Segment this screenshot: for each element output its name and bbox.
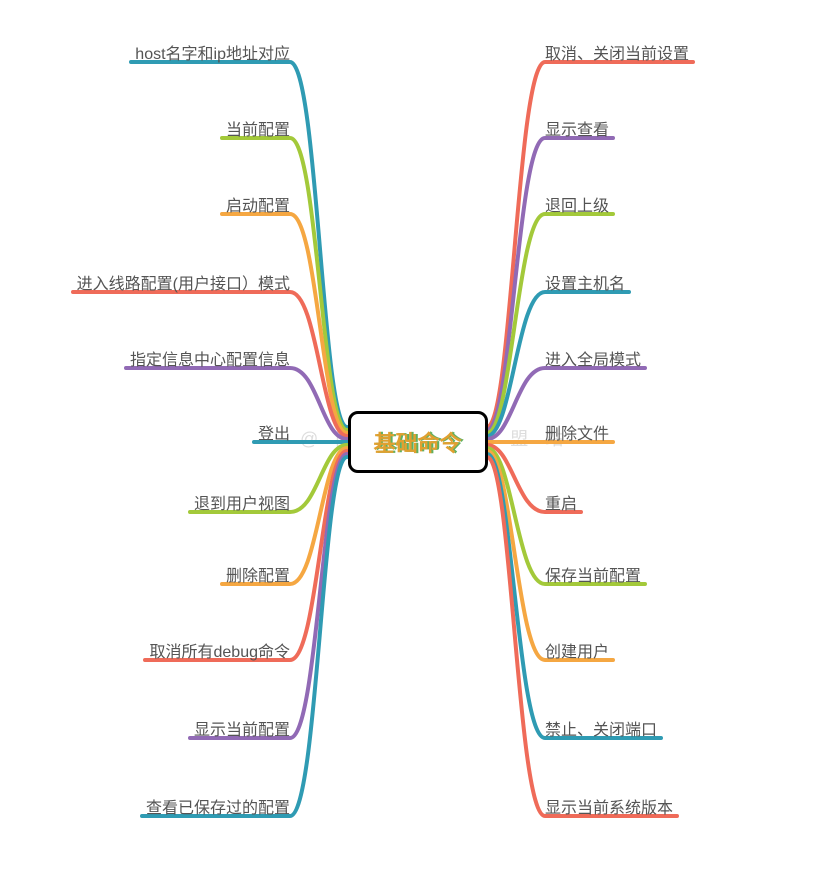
left-node-label: 进入线路配置(用户接口）模式 (77, 270, 290, 300)
right-node-label: 显示当前系统版本 (545, 794, 673, 824)
center-label: 基础命令 (373, 426, 463, 458)
right-node-label: 设置主机名 (545, 270, 625, 300)
left-node-label: 退到用户视图 (194, 490, 290, 520)
left-node-label: 当前配置 (226, 116, 290, 146)
left-node-label: 查看已保存过的配置 (146, 794, 290, 824)
right-node-label: 退回上级 (545, 192, 609, 222)
right-node-label: 取消、关闭当前设置 (545, 40, 689, 70)
left-node-label: 指定信息中心配置信息 (130, 346, 290, 376)
left-node-label: 启动配置 (226, 192, 290, 222)
center-node: 基础命令 (348, 411, 488, 473)
left-node-label: host名字和ip地址对应 (135, 40, 290, 70)
left-node-label: 删除配置 (226, 562, 290, 592)
right-node-label: 保存当前配置 (545, 562, 641, 592)
left-node-label: 显示当前配置 (194, 716, 290, 746)
right-node-label: 重启 (545, 490, 577, 520)
right-node-label: 进入全局模式 (545, 346, 641, 376)
right-node-label: 禁止、关闭端口 (545, 716, 657, 746)
right-node-label: 显示查看 (545, 116, 609, 146)
right-node-label: 删除文件 (545, 420, 609, 450)
left-node-label: 登出 (258, 420, 290, 450)
left-node-label: 取消所有debug命令 (150, 638, 291, 668)
right-node-label: 创建用户 (545, 638, 609, 668)
